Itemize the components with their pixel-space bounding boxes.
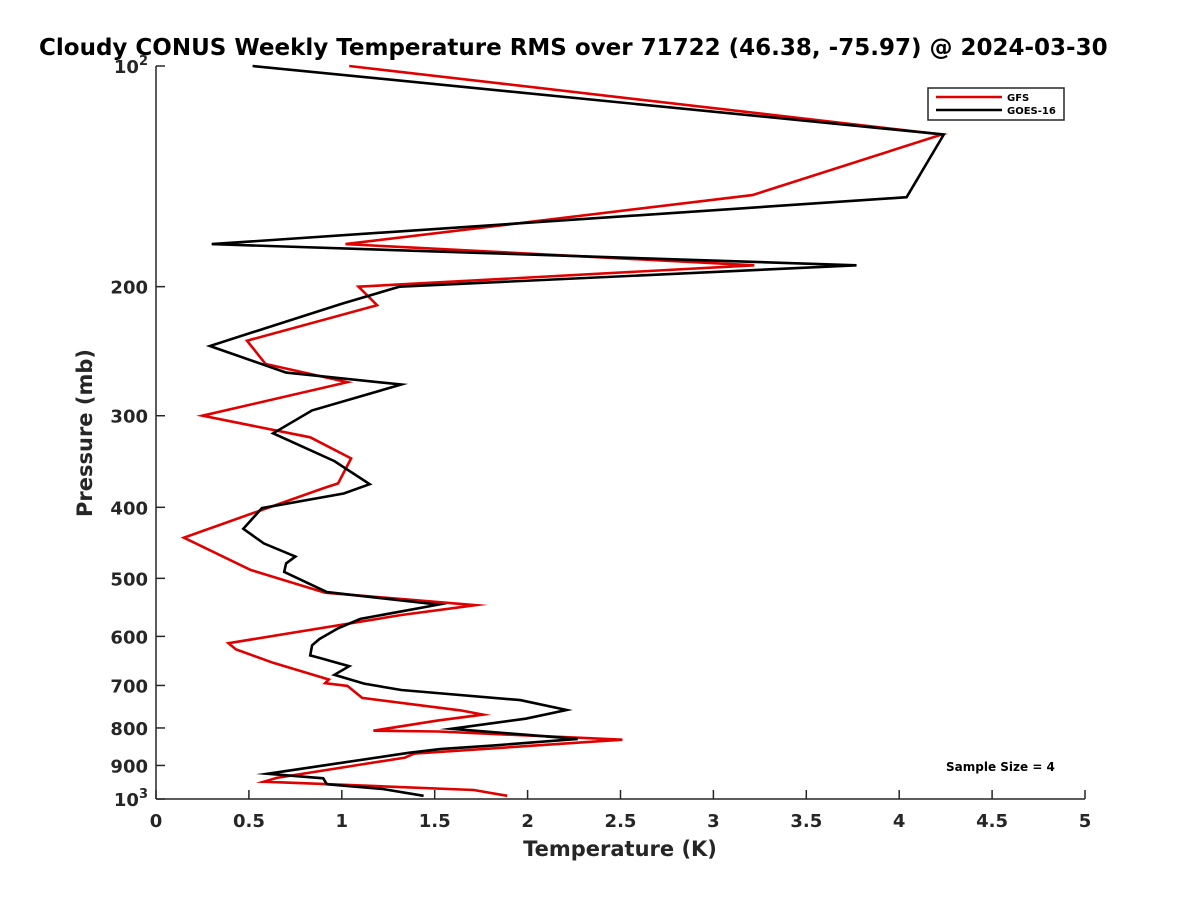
y-tick-label: 600 [110,627,148,648]
y-tick-label: 500 [110,569,148,590]
x-tick-label: 1.5 [419,811,451,832]
y-tick-label: 900 [110,756,148,777]
y-tick-label: 103 [114,787,148,811]
y-tick-label: 400 [110,498,148,519]
y-axis-label: Pressure (mb) [73,349,97,517]
series-line-goes-16 [205,64,946,798]
y-tick-label: 102 [114,54,148,78]
x-tick-label: 4.5 [976,811,1008,832]
y-tick-label: 800 [110,719,148,740]
x-tick-label: 5 [1079,811,1092,832]
x-axis-ticks: 0 0.5 1 1.5 2 2.5 3 3.5 4 4.5 5 [150,790,1092,832]
x-tick-label: 4 [893,811,906,832]
legend: GFS GOES-16 [927,87,1065,121]
x-tick-label: 3 [707,811,720,832]
legend-label-goes-16: GOES-16 [1007,106,1056,117]
y-tick-label: 200 [110,278,148,299]
y-tick-label: 300 [110,407,148,428]
plot-area: 0 0.5 1 1.5 2 2.5 3 3.5 4 4.5 5 102 200 300 400 500 600… [110,54,1091,832]
legend-label-gfs: GFS [1007,93,1029,104]
chart-title: Cloudy CONUS Weekly Temperature RMS over… [39,35,1108,61]
x-tick-label: 1 [336,811,349,832]
x-tick-label: 3.5 [790,811,822,832]
series-line-gfs [180,64,949,798]
series-lines [180,64,949,798]
x-tick-label: 2 [521,811,534,832]
y-axis-ticks: 102 200 300 400 500 600 700 800 900 103 [110,54,165,811]
legend-box [927,87,1065,121]
x-axis-label: Temperature (K) [523,837,717,861]
sample-size-annotation: Sample Size = 4 [946,760,1055,774]
x-tick-label: 2.5 [605,811,637,832]
y-tick-label: 700 [110,676,148,697]
x-tick-label: 0.5 [233,811,265,832]
x-tick-label: 0 [150,811,163,832]
